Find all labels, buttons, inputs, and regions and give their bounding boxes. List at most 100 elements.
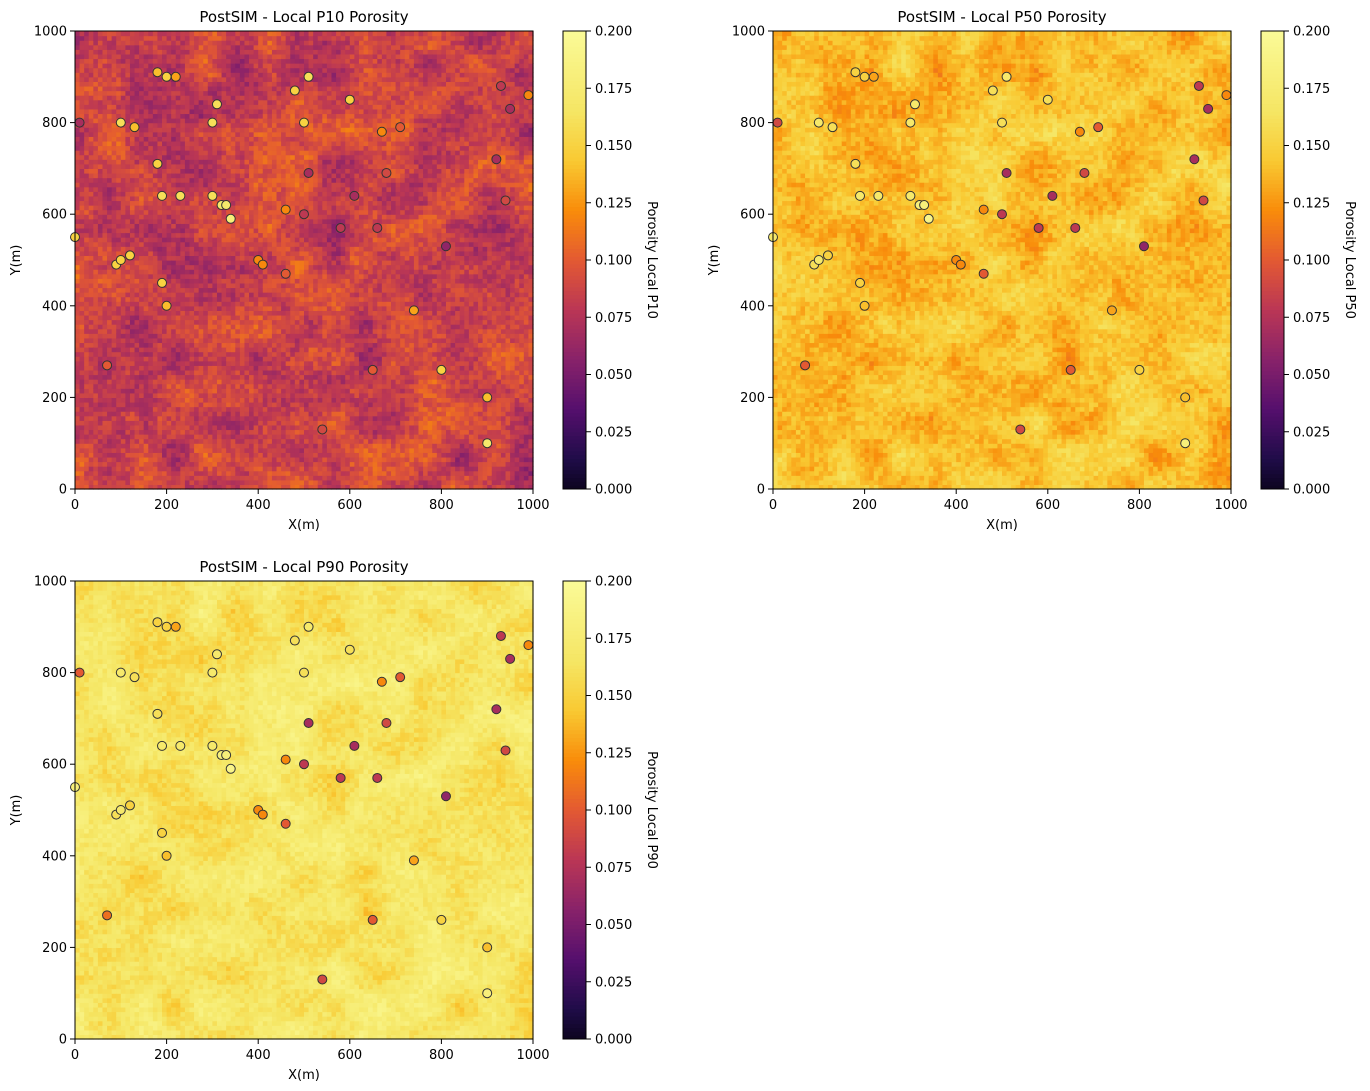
colorbar-band — [563, 860, 586, 864]
colorbar-band — [563, 428, 586, 432]
colorbar-band — [563, 921, 586, 925]
colorbar-band — [563, 329, 586, 333]
colorbar-band — [563, 821, 586, 825]
chart-panel-p50: 0 200 400 600 800 100002004006008001000PostSI… — [707, 8, 1357, 533]
colorbar-band — [563, 1001, 586, 1005]
colorbar-band — [563, 802, 586, 806]
well-point — [506, 104, 515, 113]
colorbar-band — [563, 1031, 586, 1035]
well-point — [208, 191, 217, 200]
colorbar-band — [563, 470, 586, 474]
well-point — [222, 201, 231, 210]
well-point — [300, 118, 309, 127]
colorbar-band — [563, 126, 586, 130]
colorbar-band — [563, 54, 586, 58]
colorbar-band — [1261, 394, 1284, 398]
well-point — [382, 168, 391, 177]
colorbar-band — [563, 989, 586, 993]
colorbar-band — [563, 925, 586, 929]
colorbar-band — [1261, 352, 1284, 356]
colorbar: 0.0000.0250.0500.0750.1000.1250.1500.175… — [1261, 25, 1357, 498]
colorbar-band — [563, 863, 586, 867]
colorbar-band — [563, 42, 586, 46]
colorbar-band — [563, 642, 586, 646]
well-point — [441, 792, 450, 801]
well-point — [304, 718, 313, 727]
colorbar-band — [563, 596, 586, 600]
colorbar-band — [1261, 69, 1284, 73]
colorbar-band — [563, 130, 586, 134]
colorbar-band — [1261, 371, 1284, 375]
y-tick-label: 800 — [42, 666, 67, 681]
well-point — [1048, 191, 1057, 200]
colorbar-band — [1261, 229, 1284, 233]
colorbar-band — [563, 222, 586, 226]
well-point — [814, 256, 823, 265]
colorbar-band — [563, 187, 586, 191]
y-tick-label: 400 — [42, 299, 67, 314]
colorbar-band — [563, 333, 586, 337]
colorbar-band — [1261, 134, 1284, 138]
colorbar-band — [1261, 386, 1284, 390]
colorbar-band — [563, 348, 586, 352]
colorbar-band — [1261, 355, 1284, 359]
colorbar-band — [563, 107, 586, 111]
well-point — [979, 205, 988, 214]
x-tick-label: 1000 — [516, 1048, 549, 1063]
colorbar-tick-label: 0.025 — [595, 975, 632, 990]
colorbar-band — [563, 673, 586, 677]
colorbar-band — [563, 718, 586, 722]
colorbar-band — [1261, 58, 1284, 62]
well-point — [496, 631, 505, 640]
heatmap-field — [75, 581, 534, 1040]
colorbar-band — [563, 481, 586, 485]
well-point — [304, 622, 313, 631]
x-tick-label: 1000 — [1214, 498, 1247, 513]
colorbar-tick-label: 0.125 — [1293, 196, 1330, 211]
well-point — [1194, 81, 1203, 90]
well-point — [920, 201, 929, 210]
colorbar-band — [1261, 478, 1284, 482]
colorbar-band — [563, 31, 586, 35]
well-point — [1181, 439, 1190, 448]
well-point — [290, 636, 299, 645]
colorbar-band — [1261, 65, 1284, 69]
colorbar-band — [563, 58, 586, 62]
colorbar-band — [1261, 424, 1284, 428]
colorbar-band — [563, 669, 586, 673]
x-tick-label: 1000 — [516, 498, 549, 513]
well-point — [103, 911, 112, 920]
well-point — [874, 191, 883, 200]
well-point — [396, 123, 405, 132]
colorbar-tick-label: 0.175 — [595, 632, 632, 647]
colorbar-band — [563, 462, 586, 466]
colorbar-band — [563, 180, 586, 184]
colorbar-band — [1261, 111, 1284, 115]
colorbar-band — [563, 119, 586, 123]
colorbar-band — [1261, 348, 1284, 352]
well-point — [368, 365, 377, 374]
colorbar-band — [563, 944, 586, 948]
well-point — [856, 191, 865, 200]
colorbar-band — [563, 401, 586, 405]
colorbar-band — [563, 252, 586, 256]
x-axis-label: X(m) — [986, 518, 1018, 533]
colorbar-band — [563, 955, 586, 959]
colorbar-tick-label: 0.100 — [595, 804, 632, 819]
colorbar-band — [563, 757, 586, 761]
y-tick-label: 800 — [740, 116, 765, 131]
colorbar-band — [563, 711, 586, 715]
colorbar-band — [563, 394, 586, 398]
colorbar-band — [1261, 279, 1284, 283]
well-point — [1034, 223, 1043, 232]
colorbar-band — [563, 696, 586, 700]
x-tick-label: 400 — [944, 498, 969, 513]
colorbar-band — [563, 405, 586, 409]
well-point — [153, 159, 162, 168]
colorbar-band — [1261, 226, 1284, 230]
well-point — [1139, 242, 1148, 251]
colorbar-band — [563, 317, 586, 321]
colorbar-band — [563, 355, 586, 359]
colorbar-band — [563, 1016, 586, 1020]
